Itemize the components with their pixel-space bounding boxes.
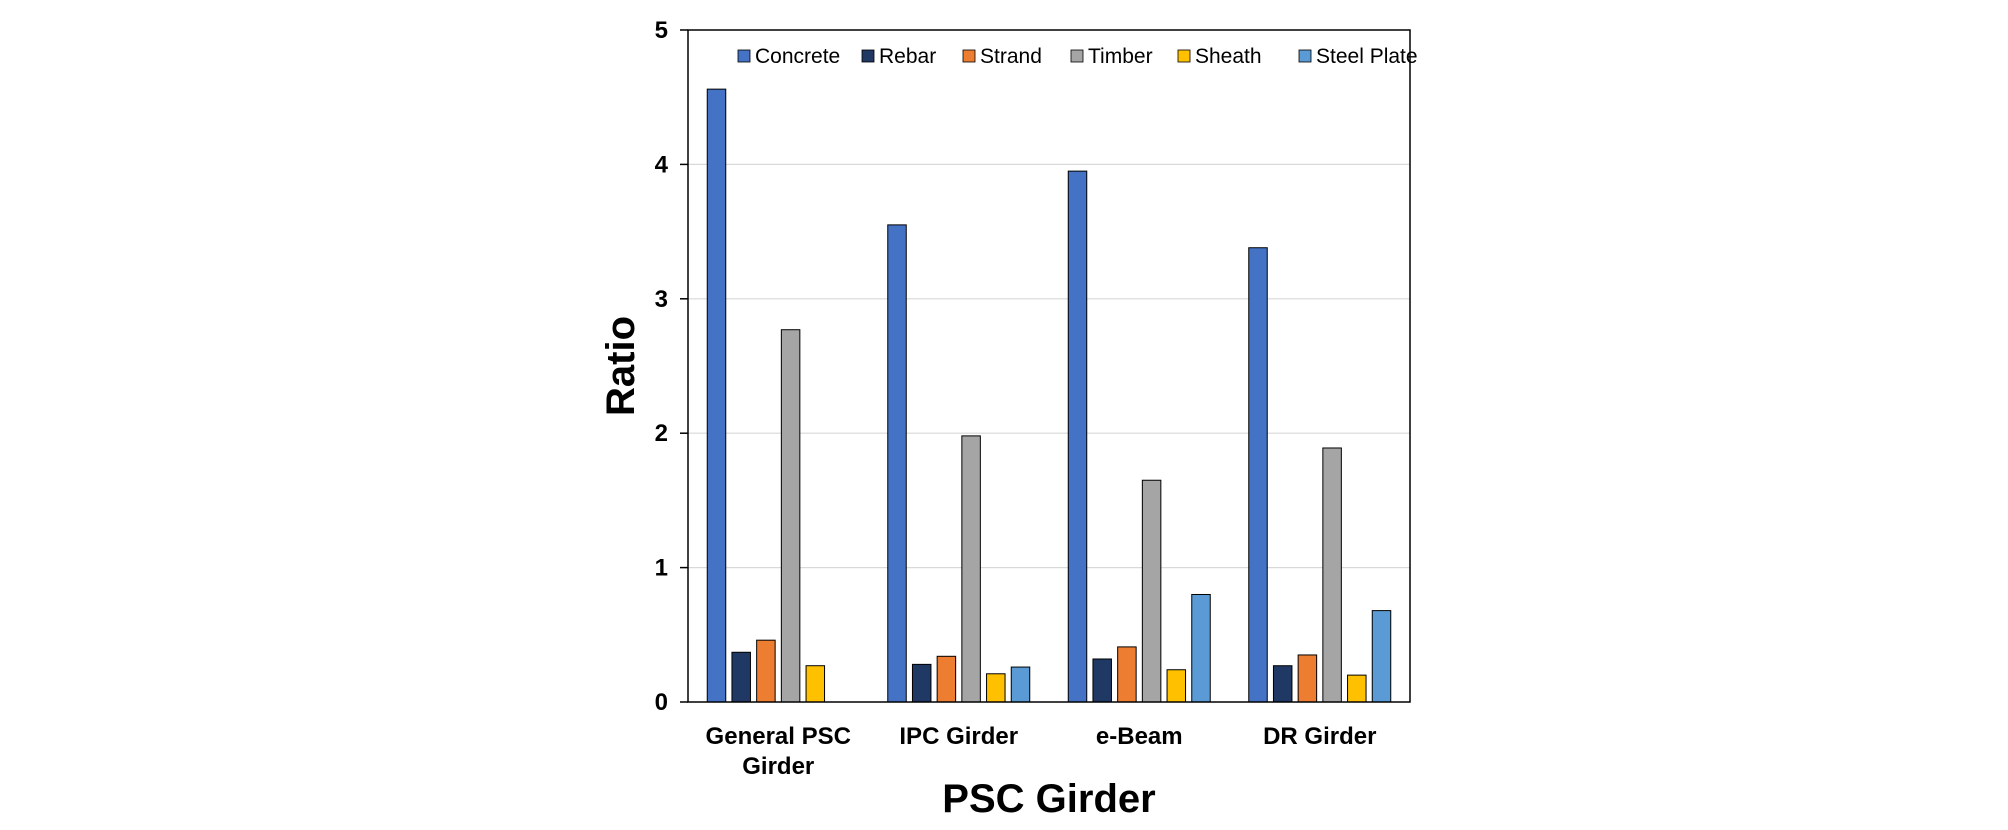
bar-concrete bbox=[706, 88, 727, 703]
bar-rebar bbox=[911, 663, 932, 703]
bar-strand bbox=[936, 655, 957, 703]
x-tick-label: IPC Girder bbox=[899, 723, 1018, 750]
bar-rebar bbox=[1092, 658, 1112, 703]
bar-steel-plate bbox=[1010, 666, 1031, 703]
y-axis-title: Ratio bbox=[599, 316, 643, 416]
bar-steel-plate bbox=[1191, 593, 1211, 703]
bar-steel-plate bbox=[1371, 610, 1392, 703]
bar-sheath bbox=[986, 673, 1006, 703]
legend-swatch bbox=[861, 49, 875, 63]
bar-concrete bbox=[1067, 170, 1088, 703]
legend-swatch bbox=[1177, 49, 1191, 63]
bar-strand bbox=[1297, 654, 1318, 703]
bar-timber bbox=[961, 435, 981, 703]
bar-timber bbox=[1322, 447, 1342, 703]
legend: Concrete Rebar Strand Timber Sheath Steel Pla… bbox=[737, 45, 1418, 68]
legend-label: Timber bbox=[1088, 45, 1153, 68]
y-tick-label: 3 bbox=[655, 286, 668, 313]
y-tick-label: 5 bbox=[655, 17, 668, 44]
plot-area bbox=[687, 29, 1411, 703]
bar-timber bbox=[1141, 479, 1162, 703]
bar-concrete bbox=[887, 224, 907, 703]
legend-label: Rebar bbox=[879, 45, 936, 68]
bar-concrete bbox=[1248, 247, 1268, 703]
legend-label: Concrete bbox=[755, 45, 840, 68]
y-tick-label: 2 bbox=[655, 420, 668, 447]
y-tick-label: 1 bbox=[655, 555, 668, 582]
legend-swatch bbox=[737, 49, 751, 63]
bar-rebar bbox=[731, 651, 751, 703]
legend-label: Strand bbox=[980, 45, 1042, 68]
x-tick-label: e-Beam bbox=[1096, 723, 1183, 750]
y-tick-label: 0 bbox=[655, 689, 668, 716]
x-tick-label: General PSC bbox=[706, 723, 851, 750]
bars bbox=[706, 88, 1392, 703]
x-tick-label: DR Girder bbox=[1263, 723, 1376, 750]
bar-strand bbox=[1117, 646, 1137, 703]
legend-swatch bbox=[1070, 49, 1084, 63]
x-tick-label: Girder bbox=[742, 753, 814, 780]
x-axis-ticks: General PSC Girder IPC Girder e-Beam DR Gird… bbox=[706, 723, 1377, 780]
bar-rebar bbox=[1272, 665, 1293, 703]
y-axis-ticks: 0 1 2 3 4 5 bbox=[655, 17, 688, 716]
legend-label: Steel Plate bbox=[1316, 45, 1418, 68]
bar-strand bbox=[756, 639, 776, 703]
bar-sheath bbox=[805, 665, 826, 703]
legend-label: Sheath bbox=[1195, 45, 1262, 68]
y-tick-label: 4 bbox=[655, 151, 669, 178]
bar-sheath bbox=[1166, 669, 1187, 703]
legend-swatch bbox=[1298, 49, 1312, 63]
bar-timber bbox=[780, 329, 801, 703]
x-axis-title: PSC Girder bbox=[942, 777, 1155, 821]
bar-sheath bbox=[1347, 674, 1367, 703]
legend-swatch bbox=[962, 49, 976, 63]
gridlines bbox=[688, 163, 1410, 569]
